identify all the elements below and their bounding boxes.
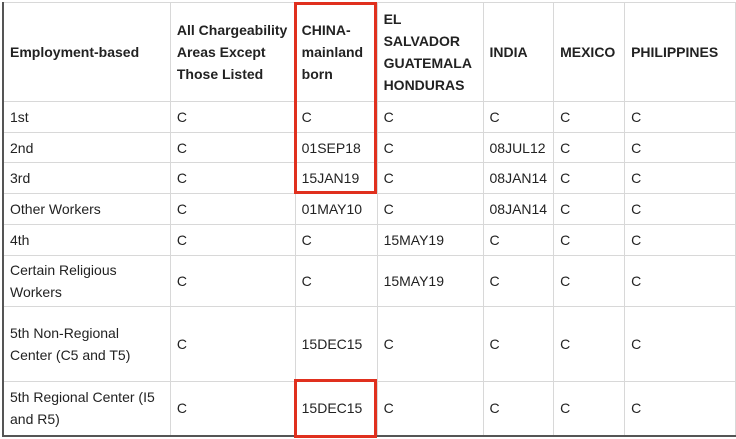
table-cell: C [376,381,484,436]
table-cell: C [624,381,736,436]
header-el-salvador: EL SALVADOR GUATEMALA HONDURAS [376,2,484,102]
table-cell: 08JAN14 [482,193,555,225]
header-china: CHINA-mainland born [294,2,378,102]
table-cell: C [624,224,736,256]
table-cell: C [482,306,555,382]
header-employment-based: Employment-based [2,2,171,102]
table-cell: C [294,101,378,133]
table-cell: C [553,193,626,225]
table-row: 1st C C C C C C [2,101,736,133]
row-label: 5th Regional Center (I5 and R5) [2,381,171,436]
table-cell: C [169,255,296,307]
table-row: 3rd C 15JAN19 C 08JAN14 C C [2,162,736,194]
table-cell: C [553,224,626,256]
row-label: 5th Non-Regional Center (C5 and T5) [2,306,171,382]
table-cell: C [169,101,296,133]
table-row: 5th Regional Center (I5 and R5) C 15DEC15 C… [2,381,736,436]
table-cell: 15DEC15 [294,306,378,382]
table-cell: 15JAN19 [294,162,378,194]
table-cell: 01SEP18 [294,132,378,163]
row-label: 3rd [2,162,171,194]
table-cell: C [294,255,378,307]
table-cell: C [169,224,296,256]
table-cell: C [624,132,736,163]
table-cell: C [376,162,484,194]
table-cell: C [482,255,555,307]
table-cell: C [169,381,296,436]
table-cell: C [553,306,626,382]
table-cell: C [482,224,555,256]
table-cell: C [553,255,626,307]
table-cell: 15MAY19 [376,224,484,256]
table-row: 5th Non-Regional Center (C5 and T5) C 15DE… [2,306,736,382]
table-cell: C [553,162,626,194]
table-cell: C [624,255,736,307]
table-cell: C [169,162,296,194]
row-label: Certain Religious Workers [2,255,171,307]
table-cell: C [553,132,626,163]
row-label: Other Workers [2,193,171,225]
header-all-chargeability: All Chargeability Areas Except Those Lis… [169,2,296,102]
row-label: 4th [2,224,171,256]
header-india: INDIA [482,2,555,102]
table-cell: C [482,101,555,133]
table-cell: C [376,101,484,133]
table-cell: 08JUL12 [482,132,555,163]
table-cell: C [376,306,484,382]
row-label: 2nd [2,132,171,163]
table-cell: C [553,101,626,133]
table-cell: C [376,132,484,163]
header-philippines: PHILIPPINES [624,2,736,102]
table-cell: 15DEC15 [294,381,378,436]
table-cell: 15MAY19 [376,255,484,307]
table-cell: C [294,224,378,256]
table-cell: C [624,162,736,194]
table-cell: C [482,381,555,436]
table-cell: C [169,132,296,163]
table-cell: C [624,193,736,225]
header-row: Employment-based All Chargeability Areas… [2,2,736,102]
table-cell: 01MAY10 [294,193,378,225]
table-row: Certain Religious Workers C C 15MAY19 C C C [2,255,736,307]
table-row: 4th C C 15MAY19 C C C [2,224,736,256]
table-cell: C [624,306,736,382]
table-cell: C [553,381,626,436]
table-cell: C [376,193,484,225]
table-cell: 08JAN14 [482,162,555,194]
row-label: 1st [2,101,171,133]
table-cell: C [624,101,736,133]
header-mexico: MEXICO [553,2,626,102]
table-row: Other Workers C 01MAY10 C 08JAN14 C C [2,193,736,225]
table-cell: C [169,193,296,225]
table-row: 2nd C 01SEP18 C 08JUL12 C C [2,132,736,163]
table-cell: C [169,306,296,382]
